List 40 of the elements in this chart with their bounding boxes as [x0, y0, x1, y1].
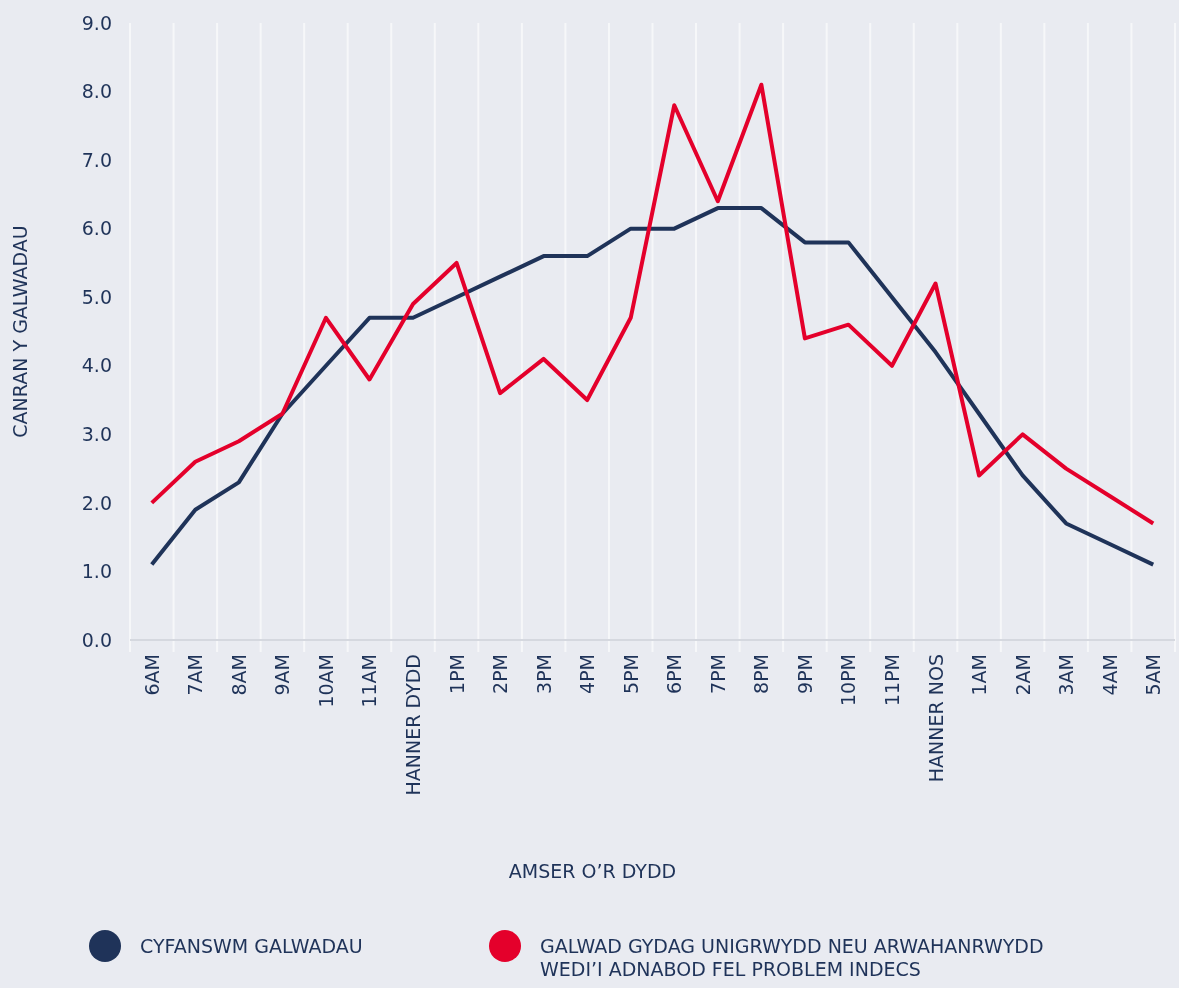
x-tick-label: HANNER DYDD	[402, 654, 425, 796]
x-tick-label: 4AM	[1098, 654, 1121, 696]
y-tick-label: 2.0	[81, 491, 112, 514]
y-tick-label: 8.0	[81, 80, 112, 103]
x-tick-label: 10PM	[837, 654, 860, 707]
x-tick-label: 9PM	[793, 654, 816, 694]
x-tick-label: 11PM	[880, 654, 903, 707]
legend-label: CYFANSWM GALWADAU	[140, 934, 363, 957]
x-tick-label: 3PM	[532, 654, 555, 694]
y-axis-title: CANRAN Y GALWADAU	[9, 225, 31, 438]
x-tick-label: 6AM	[140, 654, 163, 696]
x-tick-label: HANNER NOS	[924, 654, 947, 783]
line-series	[149, 206, 1156, 567]
y-tick-label: 5.0	[81, 285, 112, 308]
x-tick-label: 10AM	[314, 654, 337, 708]
x-tick-label: 5PM	[619, 654, 642, 694]
x-tick-label: 2AM	[1011, 654, 1034, 696]
x-tick-label: 5AM	[1142, 654, 1165, 696]
x-tick-label: 6PM	[663, 654, 686, 694]
y-tick-label: 3.0	[81, 422, 112, 445]
x-tick-label: 2PM	[489, 654, 512, 694]
x-tick-label: 4PM	[576, 654, 599, 694]
x-tick-label: 8AM	[227, 654, 250, 696]
legend-label: GALWAD GYDAG UNIGRWYDD NEU ARWAHANRWYDD WEDI’I ADNABOD FEL PROBLEM INDECS	[540, 934, 1044, 981]
x-tick-label: 7PM	[706, 654, 729, 694]
x-tick-label: 9AM	[271, 654, 294, 696]
y-tick-label: 9.0	[81, 11, 112, 34]
x-tick-label: 8PM	[750, 654, 773, 694]
y-tick-label: 4.0	[81, 354, 112, 377]
y-tick-label: 0.0	[81, 628, 112, 651]
y-tick-label: 1.0	[81, 560, 112, 583]
line-series	[149, 82, 1156, 526]
x-tick-label: 3AM	[1055, 654, 1078, 696]
x-tick-label: 11AM	[358, 654, 381, 708]
y-tick-label: 6.0	[81, 217, 112, 240]
y-tick-label: 7.0	[81, 148, 112, 171]
x-tick-label: 1PM	[445, 654, 468, 694]
x-tick-label: 7AM	[184, 654, 207, 696]
x-axis-title: AMSER O’R DYDD	[508, 860, 677, 882]
x-tick-label: 1AM	[968, 654, 991, 696]
